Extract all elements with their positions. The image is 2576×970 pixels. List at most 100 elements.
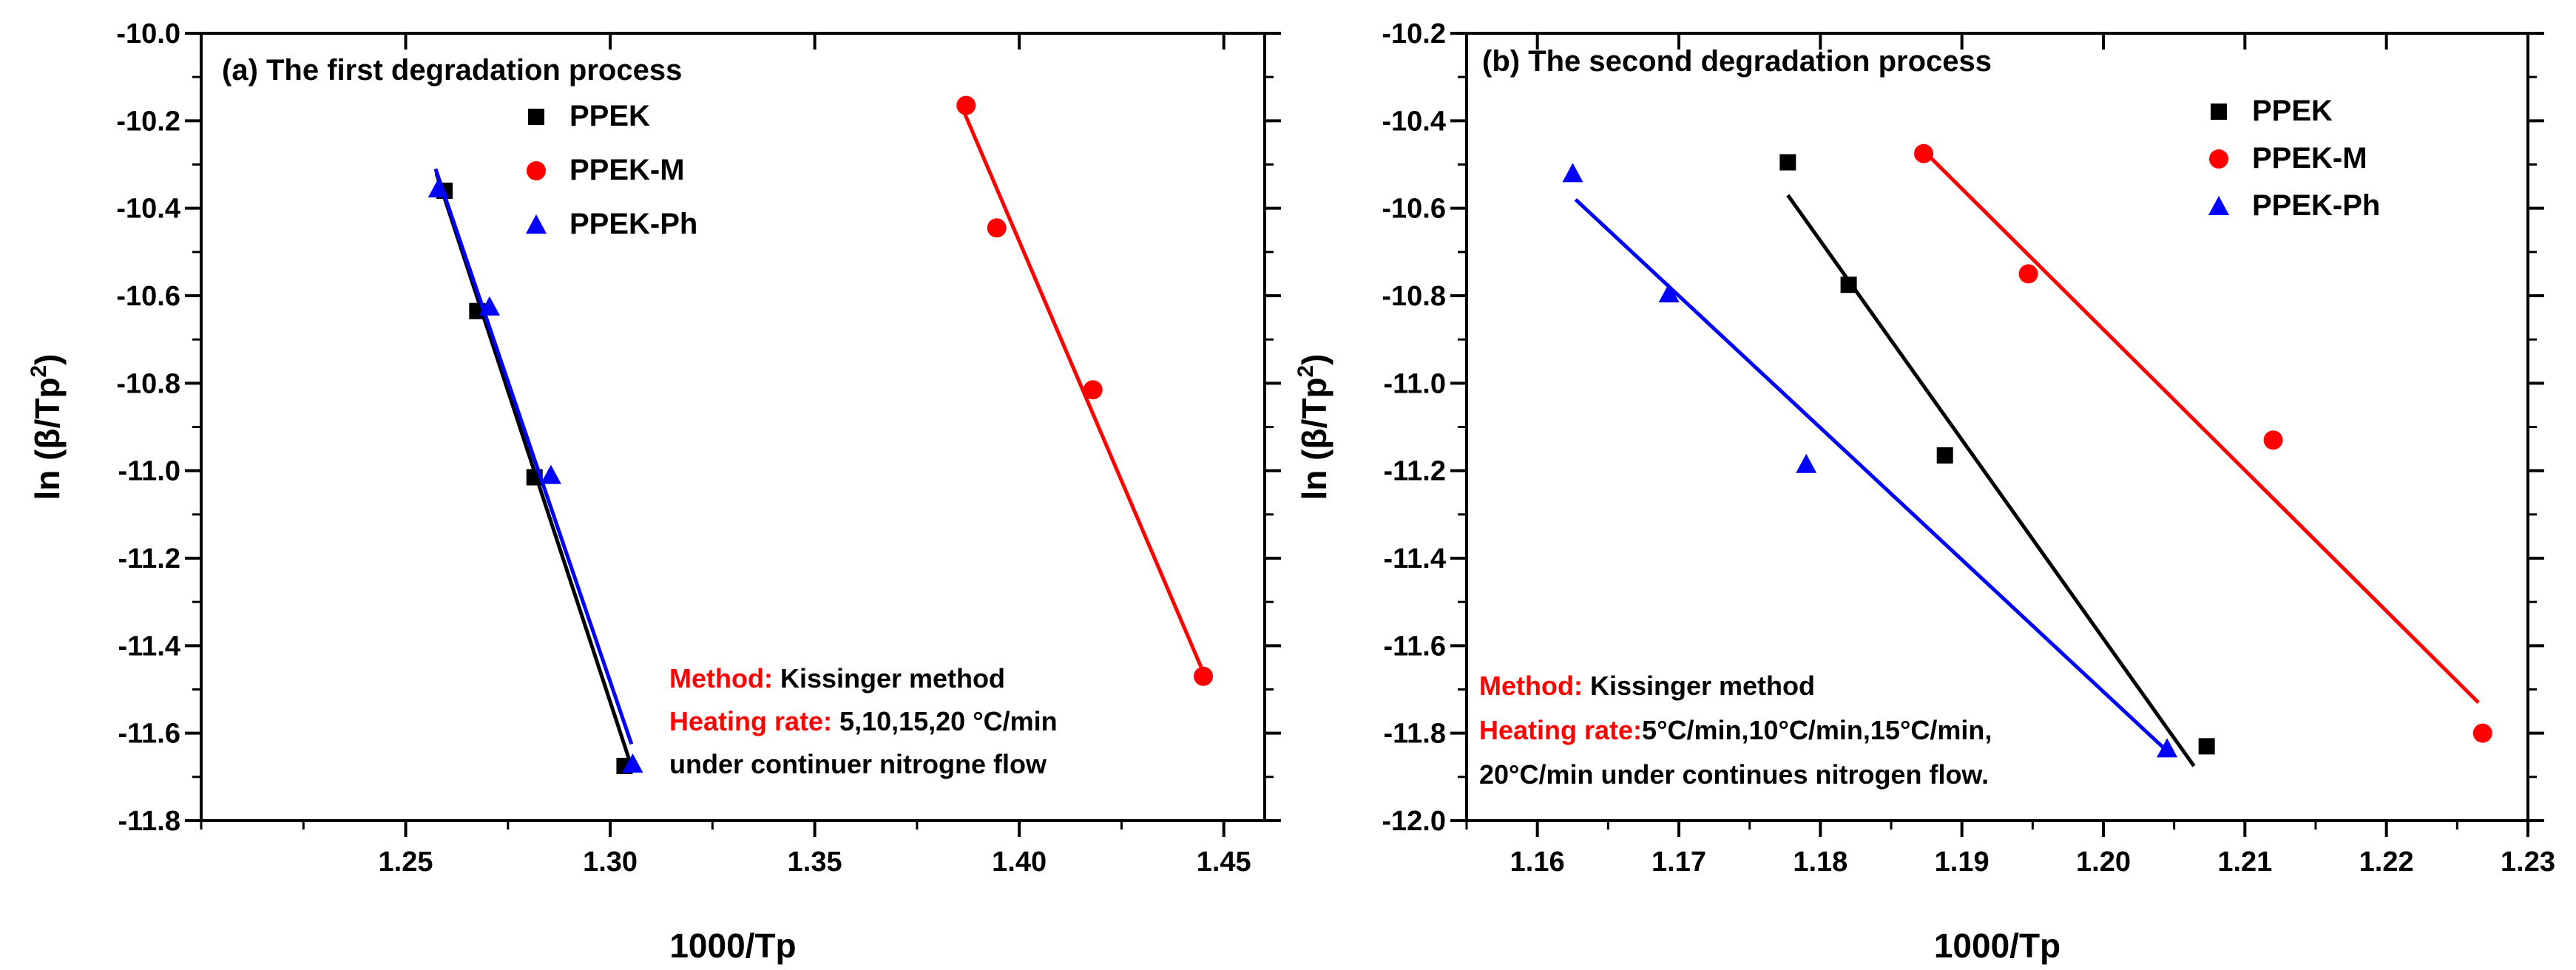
annotation-flow: 20°C/min under continues nitrogen flow. xyxy=(1479,759,1989,790)
y-tick-label: -11.6 xyxy=(1383,631,1446,662)
legend-label: PPEK-Ph xyxy=(2252,189,2380,222)
chart-panel-b: -12.0 -11.8 -11.6 -11.4 -11.2 -11.0 -10.8 -10.6… xyxy=(1294,18,2555,965)
heating-rate-label: Heating rate: xyxy=(669,706,832,736)
panel-title: (b) The second degradation process xyxy=(1482,45,1992,78)
y-axis-label-tail: ) xyxy=(28,353,67,364)
data-point-ppek-m xyxy=(1083,380,1103,400)
x-tick-label: 1.22 xyxy=(2359,847,2414,878)
data-point-ppek-m xyxy=(2018,264,2038,284)
series-ppek-ph xyxy=(427,168,643,773)
x-tick-label: 1.45 xyxy=(1197,847,1251,878)
fit-line-ppek-ph xyxy=(1574,198,2166,750)
data-point-ppek-ph xyxy=(540,464,561,484)
legend-label: PPEK xyxy=(2252,95,2333,127)
data-point-ppek-ph xyxy=(427,178,449,198)
y-tick-label: -11.0 xyxy=(118,456,180,487)
y-axis-label: ln (β/Tp2) xyxy=(1294,353,1333,500)
y-tick-label: -10.8 xyxy=(1382,281,1446,312)
y-tick-label: -11.2 xyxy=(118,543,180,574)
panel-title: (a) The first degradation process xyxy=(222,54,682,87)
fit-line-ppek-m xyxy=(962,111,1203,668)
method-label: Method: xyxy=(1479,671,1583,701)
data-point-ppek-ph xyxy=(1562,163,1583,183)
annotation-method: Method: Kissinger method xyxy=(1479,671,1815,701)
data-point-ppek xyxy=(1936,447,1953,464)
y-tick-label: -10.4 xyxy=(116,194,180,225)
data-point-ppek xyxy=(1840,277,1857,294)
plot-frame xyxy=(1465,32,2529,822)
x-tick-label: 1.16 xyxy=(1510,847,1565,878)
legend: PPEK PPEK-M PPEK-Ph xyxy=(526,100,697,240)
y-axis-label-tail: ) xyxy=(1295,353,1333,364)
data-point-ppek-ph xyxy=(1658,283,1680,303)
y-tick-label: -11.8 xyxy=(1383,719,1446,750)
data-point-ppek xyxy=(1779,154,1796,171)
data-point-ppek-m xyxy=(2263,430,2283,450)
series-ppek-m xyxy=(956,95,1214,686)
data-point-ppek-m xyxy=(956,95,976,115)
fit-line-ppek-m xyxy=(1925,152,2480,705)
x-tick-label: 1.25 xyxy=(379,847,433,878)
x-tick-label: 1.35 xyxy=(788,847,842,878)
y-tick-label: -11.2 xyxy=(1383,456,1446,487)
y-tick-label: -10.2 xyxy=(1382,18,1446,50)
y-tick-label: -10.2 xyxy=(116,106,180,137)
legend-label: PPEK xyxy=(569,100,650,132)
heating-rate-label: Heating rate: xyxy=(1479,715,1642,745)
data-point-ppek-m xyxy=(1914,143,1934,163)
y-tick-label: -11.0 xyxy=(1383,368,1446,399)
data-point-ppek-ph xyxy=(479,296,500,316)
y-axis-label-sup: 2 xyxy=(1294,365,1318,378)
y-tick-label: -11.4 xyxy=(1383,543,1446,574)
legend: PPEK PPEK-M PPEK-Ph xyxy=(2208,95,2380,222)
series-ppek xyxy=(1779,154,2215,767)
y-tick-label: -12.0 xyxy=(1382,806,1446,837)
data-point-ppek-m xyxy=(2472,723,2492,743)
heating-rate-value: 5°C/min,10°C/min,15°C/min, xyxy=(1642,715,1992,745)
x-tick-label: 1.21 xyxy=(2217,847,2272,878)
x-tick-label: 1.20 xyxy=(2076,847,2131,878)
y-tick-label: -10.4 xyxy=(1382,106,1446,137)
chart-panel-a: -11.8 -11.6 -11.4 -11.2 -11.0 -10.8 -10.6 -10.4… xyxy=(27,18,1281,965)
series-ppek-m xyxy=(1914,143,2492,743)
legend-label: PPEK-M xyxy=(569,154,685,186)
y-tick-label: -10.0 xyxy=(116,18,180,50)
data-point-ppek-ph xyxy=(1796,453,1817,473)
method-value: Kissinger method xyxy=(1583,671,1815,701)
fit-line-ppek-ph xyxy=(433,168,634,745)
legend-marker-ppek-ph xyxy=(526,214,547,234)
y-tick-label: -11.8 xyxy=(118,806,180,837)
x-tick-label: 1.40 xyxy=(992,847,1047,878)
y-axis-label-main: ln (β/Tp xyxy=(1295,377,1333,500)
data-point-ppek-ph xyxy=(2157,738,2178,758)
y-tick-label: -11.6 xyxy=(118,719,180,750)
method-value: Kissinger method xyxy=(773,663,1005,693)
series-ppek-ph xyxy=(1562,163,2178,758)
x-tick-label: 1.30 xyxy=(583,847,638,878)
legend-marker-ppek-m xyxy=(2209,149,2228,169)
y-axis-label-sup: 2 xyxy=(27,365,51,378)
data-point-ppek-m xyxy=(1194,666,1214,686)
x-axis-label: 1000/Tp xyxy=(1934,926,2061,965)
y-axis-label-main: ln (β/Tp xyxy=(28,377,67,500)
y-tick-label: -10.6 xyxy=(116,281,180,312)
x-tick-label: 1.23 xyxy=(2501,847,2555,878)
y-tick-label: -10.6 xyxy=(1382,194,1446,225)
annotation-method: Method: Kissinger method xyxy=(669,663,1005,693)
method-label: Method: xyxy=(669,663,773,693)
data-point-ppek xyxy=(2198,738,2215,755)
x-tick-label: 1.18 xyxy=(1793,847,1848,878)
heating-rate-value: 5,10,15,20 °C/min xyxy=(832,706,1058,736)
legend-marker-ppek-ph xyxy=(2208,196,2229,215)
annotation-heating-rate: Heating rate: 5,10,15,20 °C/min xyxy=(669,706,1058,736)
data-point-ppek-m xyxy=(987,218,1007,238)
legend-marker-ppek xyxy=(2211,104,2227,120)
legend-marker-ppek-m xyxy=(527,161,546,180)
y-tick-label: -10.8 xyxy=(116,368,180,399)
x-tick-label: 1.17 xyxy=(1652,847,1706,878)
legend-label: PPEK-Ph xyxy=(569,208,697,240)
legend-marker-ppek xyxy=(528,109,544,125)
legend-label: PPEK-M xyxy=(2252,142,2367,174)
x-axis-label: 1000/Tp xyxy=(669,926,796,965)
